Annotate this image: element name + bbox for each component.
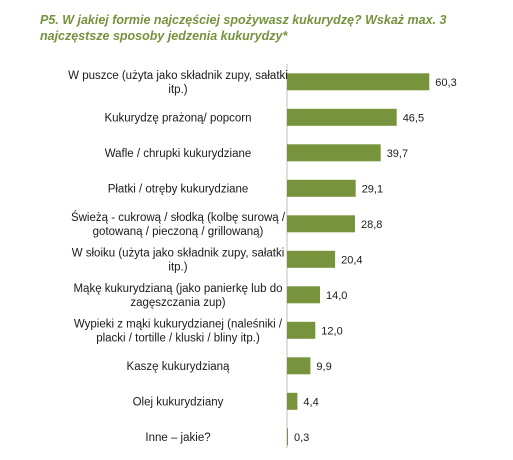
value-label: 0,3 [294, 432, 309, 444]
category-label-line: W puszce (użyta jako składnik zupy, sała… [68, 70, 288, 82]
category-label-line: zagęszczania zup) [130, 297, 225, 309]
category-label-line: Kaszę kukurydzianą [127, 361, 231, 373]
bar [287, 215, 355, 233]
value-label: 28,8 [361, 219, 382, 231]
bar [287, 108, 397, 126]
category-label-line: placki / tortille / kluski / bliny itp.) [96, 332, 260, 344]
value-label: 39,7 [387, 148, 408, 160]
category-label-line: W słoiku (użyta jako składnik zupy, sała… [72, 247, 285, 259]
bar [287, 286, 320, 304]
category-label-line: Płatki / otręby kukurydziane [108, 183, 249, 195]
chart-title: P5. W jakiej formie najczęściej spożywas… [40, 13, 447, 43]
category-label-line: Inne – jakie? [145, 432, 210, 444]
value-label: 46,5 [403, 112, 424, 124]
value-label: 9,9 [316, 361, 331, 373]
category-label: W słoiku (użyta jako składnik zupy, sała… [72, 247, 285, 273]
category-label-line: Świeżą - cukrową / słodką (kolbę surową … [71, 211, 286, 224]
value-label: 29,1 [362, 183, 383, 195]
value-label: 12,0 [321, 325, 342, 337]
category-label-line: itp.) [168, 84, 187, 96]
category-label: Wypieki z mąki kukurydzianej (naleśniki … [74, 318, 283, 344]
category-label: Płatki / otręby kukurydziane [108, 183, 249, 195]
category-label: Kaszę kukurydzianą [127, 361, 231, 373]
category-label-line: Wafle / chrupki kukurydziane [105, 148, 252, 160]
category-label-line: itp.) [168, 261, 187, 273]
category-label: Inne – jakie? [145, 432, 210, 444]
bar [287, 428, 288, 446]
bar [287, 392, 298, 410]
value-label: 20,4 [341, 254, 362, 266]
category-label: Olej kukurydziany [133, 396, 224, 408]
category-label-line: Wypieki z mąki kukurydzianej (naleśniki … [74, 318, 283, 330]
value-labels-group: 60,3 46,5 39,7 29,1 28,8 20,4 14,0 12,0 9,9 4,4 0,… [294, 77, 457, 444]
category-label: Kukurydzę prażoną/ popcorn [104, 112, 251, 124]
category-label-line: gotowaną / pieczoną / grillowaną) [93, 226, 264, 238]
category-label: Mąkę kukurydzianą (jako panierkę lub do z… [73, 283, 282, 309]
category-label-line: Mąkę kukurydzianą (jako panierkę lub do [73, 283, 282, 295]
bar [287, 73, 430, 91]
category-label-line: Kukurydzę prażoną/ popcorn [104, 112, 251, 124]
category-label: Wafle / chrupki kukurydziane [105, 148, 252, 160]
bar [287, 179, 356, 197]
category-labels-group: W puszce (użyta jako składnik zupy, sała… [68, 70, 288, 444]
bar [287, 321, 316, 339]
value-label: 4,4 [303, 396, 318, 408]
bar [287, 144, 381, 162]
bar [287, 357, 311, 375]
bars-group [287, 73, 430, 446]
value-label: 60,3 [435, 77, 456, 89]
value-label: 14,0 [326, 290, 347, 302]
category-label: W puszce (użyta jako składnik zupy, sała… [68, 70, 288, 96]
category-label-line: Olej kukurydziany [133, 396, 224, 408]
bar [287, 250, 336, 268]
category-label: Świeżą - cukrową / słodką (kolbę surową … [71, 211, 286, 238]
